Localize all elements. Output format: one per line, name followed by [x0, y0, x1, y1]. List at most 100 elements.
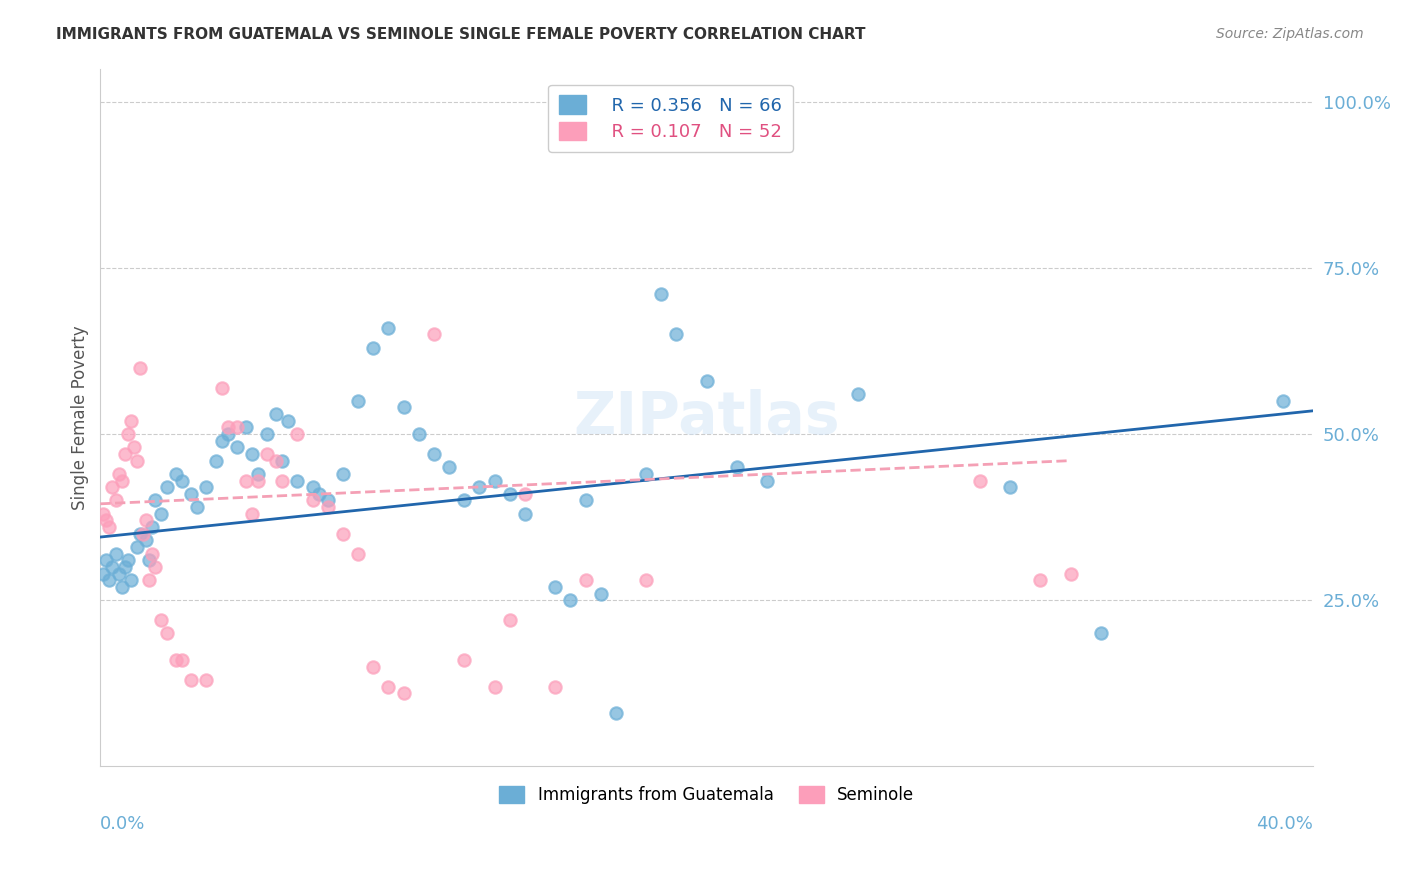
Point	[301, 480, 323, 494]
Point	[122, 440, 145, 454]
Point	[240, 447, 263, 461]
Point	[636, 573, 658, 587]
Point	[1060, 566, 1083, 581]
Point	[437, 460, 460, 475]
Point	[453, 493, 475, 508]
Point	[316, 500, 339, 515]
Point	[128, 526, 150, 541]
Point	[499, 487, 522, 501]
Point	[110, 474, 132, 488]
Point	[271, 474, 294, 488]
Point	[277, 414, 299, 428]
Point	[180, 673, 202, 687]
Point	[969, 474, 991, 488]
Point	[361, 659, 384, 673]
Point	[180, 487, 202, 501]
Point	[453, 653, 475, 667]
Point	[225, 420, 247, 434]
Point	[848, 387, 870, 401]
Point	[141, 520, 163, 534]
Point	[225, 440, 247, 454]
Point	[104, 547, 127, 561]
Point	[125, 453, 148, 467]
Point	[156, 626, 179, 640]
Text: IMMIGRANTS FROM GUATEMALA VS SEMINOLE SINGLE FEMALE POVERTY CORRELATION CHART: IMMIGRANTS FROM GUATEMALA VS SEMINOLE SI…	[56, 27, 866, 42]
Y-axis label: Single Female Poverty: Single Female Poverty	[72, 325, 89, 509]
Point	[235, 420, 257, 434]
Point	[132, 526, 155, 541]
Point	[544, 680, 567, 694]
Point	[264, 407, 287, 421]
Point	[211, 380, 233, 394]
Point	[172, 474, 194, 488]
Point	[605, 706, 627, 721]
Point	[125, 540, 148, 554]
Point	[247, 467, 270, 481]
Point	[484, 474, 506, 488]
Point	[347, 393, 370, 408]
Point	[287, 427, 309, 442]
Text: 0.0%: 0.0%	[100, 815, 146, 833]
Point	[301, 493, 323, 508]
Point	[271, 453, 294, 467]
Point	[165, 653, 187, 667]
Point	[120, 573, 142, 587]
Point	[665, 327, 688, 342]
Point	[574, 493, 596, 508]
Point	[560, 593, 582, 607]
Point	[308, 487, 330, 501]
Point	[361, 341, 384, 355]
Point	[316, 493, 339, 508]
Point	[195, 673, 218, 687]
Point	[138, 553, 160, 567]
Point	[1029, 573, 1052, 587]
Point	[484, 680, 506, 694]
Point	[256, 427, 278, 442]
Point	[172, 653, 194, 667]
Point	[589, 586, 612, 600]
Point	[143, 560, 166, 574]
Point	[468, 480, 491, 494]
Point	[377, 680, 399, 694]
Point	[392, 401, 415, 415]
Point	[186, 500, 208, 515]
Point	[287, 474, 309, 488]
Point	[264, 453, 287, 467]
Point	[138, 573, 160, 587]
Point	[544, 580, 567, 594]
Point	[998, 480, 1021, 494]
Text: 40.0%: 40.0%	[1257, 815, 1313, 833]
Point	[195, 480, 218, 494]
Point	[117, 427, 139, 442]
Point	[165, 467, 187, 481]
Point	[156, 480, 179, 494]
Point	[1090, 626, 1112, 640]
Point	[332, 526, 354, 541]
Point	[114, 560, 136, 574]
Point	[120, 414, 142, 428]
Point	[392, 686, 415, 700]
Point	[150, 613, 173, 627]
Point	[211, 434, 233, 448]
Point	[377, 320, 399, 334]
Point	[114, 447, 136, 461]
Point	[143, 493, 166, 508]
Point	[217, 420, 239, 434]
Point	[347, 547, 370, 561]
Point	[107, 467, 129, 481]
Point	[135, 513, 157, 527]
Point	[408, 427, 430, 442]
Point	[104, 493, 127, 508]
Point	[101, 560, 124, 574]
Point	[636, 467, 658, 481]
Point	[256, 447, 278, 461]
Point	[423, 447, 446, 461]
Point	[725, 460, 748, 475]
Point	[235, 474, 257, 488]
Point	[96, 553, 118, 567]
Point	[107, 566, 129, 581]
Point	[150, 507, 173, 521]
Point	[135, 533, 157, 548]
Point	[98, 520, 121, 534]
Point	[513, 507, 536, 521]
